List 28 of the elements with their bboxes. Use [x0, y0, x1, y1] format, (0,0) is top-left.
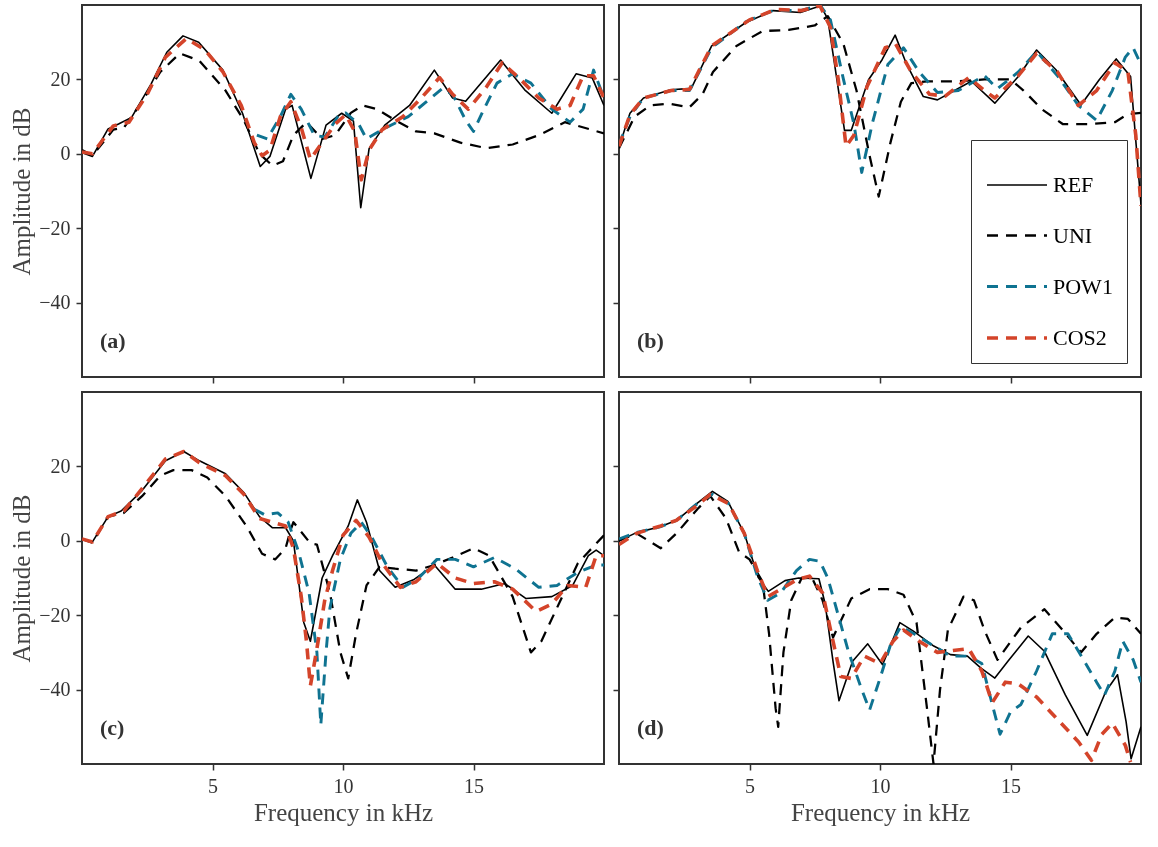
legend-label: REF: [1053, 172, 1094, 197]
x-tick-label: 5: [208, 774, 218, 797]
legend-label: UNI: [1053, 222, 1093, 248]
y-tick-label: 20: [50, 67, 71, 90]
y-axis-title: Amplitude in dB: [8, 107, 36, 276]
y-tick-label: 20: [50, 454, 71, 477]
annotation: (c): [100, 715, 125, 740]
legend-label: POW1: [1053, 273, 1113, 299]
annotation: (a): [100, 328, 126, 353]
x-tick-label: 15: [1001, 774, 1021, 797]
y-tick-label: 0: [60, 529, 71, 552]
y-tick-label: −40: [39, 291, 71, 314]
x-axis-title: Frequency in kHz: [790, 798, 971, 826]
y-tick-label: 0: [60, 142, 71, 165]
annotation: (b): [637, 328, 664, 353]
x-tick-label: 10: [333, 774, 354, 797]
x-axis-title: Frequency in kHz: [253, 798, 434, 826]
y-tick-label: −40: [39, 678, 71, 701]
y-tick-label: −20: [39, 216, 71, 239]
line-series: [255, 68, 604, 141]
y-tick-label: −20: [39, 603, 71, 626]
x-tick-label: 5: [745, 774, 755, 797]
x-tick-label: 15: [464, 774, 484, 797]
x-tick-label: 10: [870, 774, 891, 797]
y-axis-title: Amplitude in dB: [8, 494, 36, 663]
legend-label: COS2: [1053, 325, 1107, 350]
annotation: (d): [637, 715, 664, 740]
line-series: [82, 36, 604, 182]
